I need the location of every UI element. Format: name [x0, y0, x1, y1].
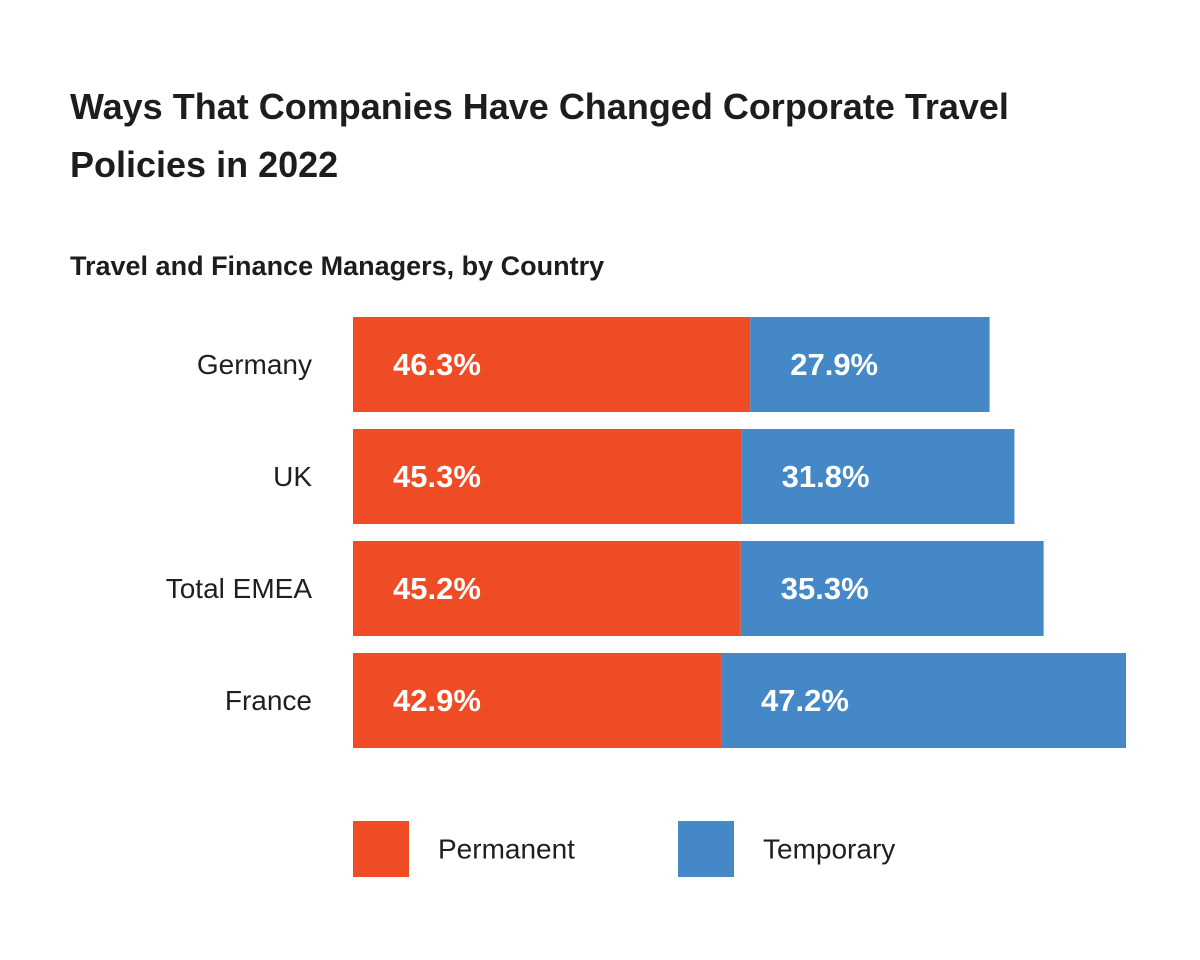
bar-temporary-uk	[741, 429, 1015, 524]
value-label-permanent-germany: 46.3%	[393, 347, 481, 382]
category-label-total-emea: Total EMEA	[166, 573, 313, 604]
bar-temporary-total-emea	[740, 541, 1044, 636]
chart-title: Ways That Companies Have Changed Corpora…	[70, 86, 1009, 185]
value-label-temporary-germany: 27.9%	[790, 347, 878, 382]
category-label-france: France	[225, 685, 312, 716]
legend-swatch-permanent	[353, 821, 409, 877]
legend-swatch-temporary	[678, 821, 734, 877]
bar-temporary-germany	[750, 317, 990, 412]
legend-label-permanent: Permanent	[438, 834, 575, 865]
bar-permanent-uk	[353, 429, 742, 524]
value-label-permanent-total-emea: 45.2%	[393, 571, 481, 606]
chart-subtitle: Travel and Finance Managers, by Country	[70, 251, 605, 281]
value-label-temporary-uk: 31.8%	[782, 459, 870, 494]
value-label-permanent-uk: 45.3%	[393, 459, 481, 494]
value-label-temporary-france: 47.2%	[761, 683, 849, 718]
bar-permanent-france	[353, 653, 722, 748]
category-label-uk: UK	[273, 461, 312, 492]
value-label-permanent-france: 42.9%	[393, 683, 481, 718]
category-label-germany: Germany	[197, 349, 312, 380]
bar-temporary-france	[721, 653, 1126, 748]
bar-permanent-germany	[353, 317, 751, 412]
legend-label-temporary: Temporary	[763, 834, 895, 865]
bar-permanent-total-emea	[353, 541, 741, 636]
value-label-temporary-total-emea: 35.3%	[781, 571, 869, 606]
